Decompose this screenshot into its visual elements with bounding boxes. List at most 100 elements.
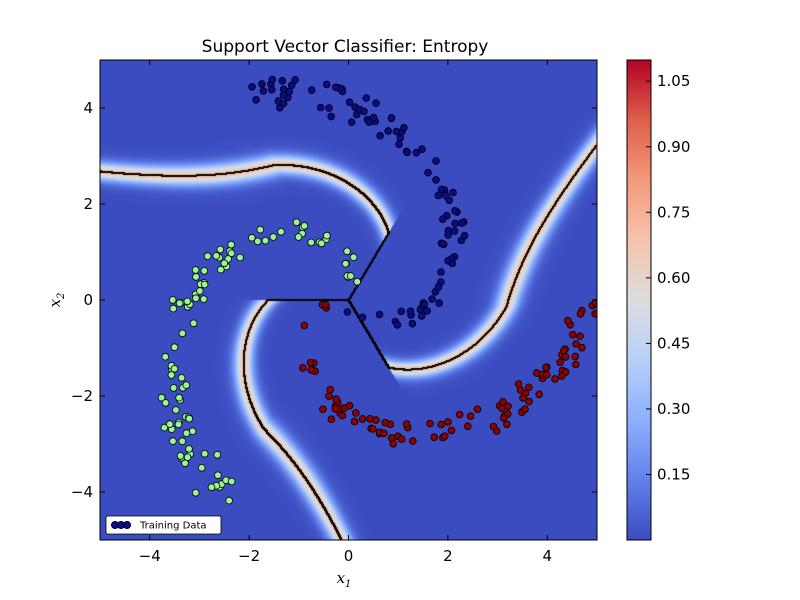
training-point (360, 107, 368, 116)
training-point (435, 299, 444, 307)
training-point (444, 231, 452, 239)
training-point (434, 283, 443, 291)
training-point (327, 415, 336, 424)
training-point (257, 80, 266, 88)
x-axis-label: x1 (337, 569, 352, 590)
x-tick-label: 0 (344, 547, 354, 565)
training-point (267, 85, 276, 94)
training-point (489, 422, 498, 431)
training-point (499, 414, 508, 422)
training-point (396, 133, 405, 142)
training-point (372, 99, 380, 107)
training-point (451, 207, 459, 215)
training-point (576, 332, 584, 341)
training-point (504, 402, 512, 411)
colorbar: 1.05 0.90 0.75 0.60 0.45 0.30 0.15 (626, 59, 690, 541)
training-point (213, 450, 222, 459)
training-point (418, 145, 426, 154)
plot-area (99, 59, 598, 541)
training-point (294, 233, 303, 241)
training-point (298, 364, 307, 372)
training-point (451, 219, 459, 228)
training-point (183, 453, 192, 462)
training-point (572, 340, 580, 348)
legend-label: Training Data (139, 521, 207, 532)
training-point (519, 394, 527, 402)
training-point (392, 127, 401, 136)
training-point (217, 265, 225, 274)
training-point (463, 422, 472, 431)
training-point (161, 352, 170, 361)
training-point (437, 420, 446, 429)
training-point (571, 352, 580, 361)
training-point (448, 259, 457, 268)
training-point (278, 77, 287, 85)
training-point (332, 83, 340, 92)
training-point (169, 437, 177, 445)
training-point (449, 188, 457, 197)
training-point (191, 266, 200, 274)
training-point (338, 411, 347, 420)
training-point (358, 415, 367, 423)
training-point (160, 423, 169, 432)
training-point (167, 371, 176, 379)
training-point (292, 218, 301, 227)
training-point (542, 363, 550, 372)
training-point (325, 104, 333, 112)
training-point (455, 410, 464, 419)
training-point (248, 83, 256, 91)
training-point (192, 294, 200, 303)
training-points (157, 75, 597, 505)
training-point (351, 409, 360, 417)
training-point (439, 240, 448, 248)
training-point (576, 310, 585, 318)
training-point (384, 127, 393, 135)
training-point (417, 312, 426, 320)
training-point (514, 380, 523, 388)
training-point (196, 287, 204, 295)
training-point (169, 304, 178, 313)
training-point (177, 374, 186, 382)
training-point (203, 252, 212, 260)
training-point (191, 488, 200, 497)
x-axis-label-base: x (337, 569, 346, 587)
training-point (358, 313, 367, 322)
training-point (460, 231, 469, 240)
legend-marker-3 (123, 521, 132, 530)
training-point (341, 259, 350, 268)
training-point (175, 393, 183, 402)
training-point (325, 392, 333, 400)
training-point (168, 296, 177, 304)
training-point (227, 249, 236, 258)
training-point (157, 393, 166, 402)
training-point (252, 96, 260, 104)
training-point (261, 236, 270, 245)
training-point (408, 437, 417, 445)
x-axis-label-sub: 1 (345, 579, 351, 590)
training-point (321, 300, 330, 309)
colorbar-tick-label: 0.45 (657, 334, 690, 352)
y-axis-label-base: x (46, 298, 64, 307)
training-point (568, 330, 577, 339)
training-point (366, 414, 374, 423)
training-point (430, 433, 439, 442)
training-point (466, 412, 475, 421)
training-point (332, 395, 340, 404)
training-point (434, 191, 443, 200)
svg-text:x2: x2 (46, 293, 67, 308)
colorbar-tick-label: 1.05 (657, 72, 690, 90)
training-point (182, 429, 191, 438)
training-point (557, 372, 566, 380)
training-point (345, 98, 354, 106)
training-point (259, 87, 268, 95)
training-point (212, 252, 221, 260)
training-point (347, 118, 356, 126)
x-tick-label: 2 (443, 547, 453, 565)
training-point (170, 343, 179, 352)
training-point (397, 435, 406, 444)
training-point (216, 245, 225, 254)
training-point (441, 191, 450, 200)
legend-box (105, 515, 222, 535)
training-point (432, 157, 440, 165)
training-point (535, 390, 543, 399)
